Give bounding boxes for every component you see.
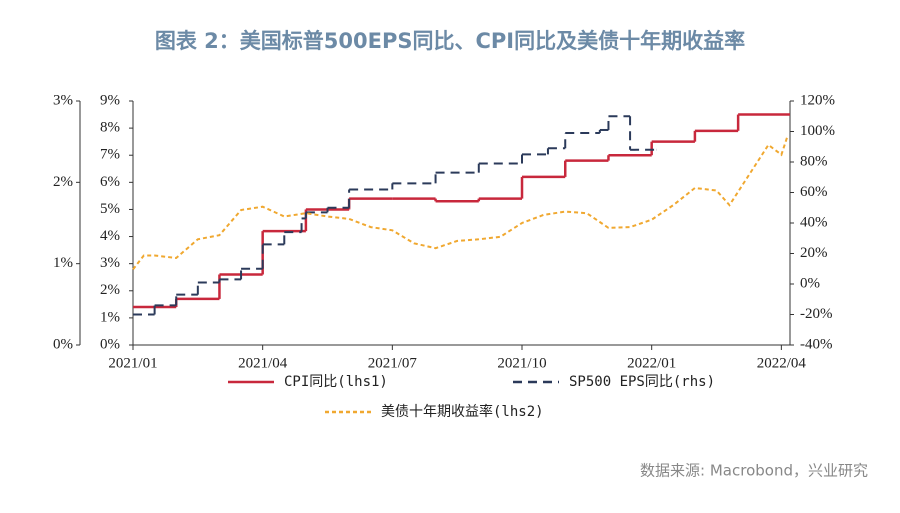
y3-tick-label: 3% — [53, 92, 73, 108]
x-tick-label: 2021/07 — [368, 355, 418, 371]
y2-tick-label: 80% — [800, 153, 828, 169]
series-line — [132, 134, 789, 271]
y2-tick-label: -40% — [800, 336, 833, 352]
y-tick-label: 5% — [100, 201, 120, 217]
y2-tick-label: 100% — [800, 123, 835, 139]
y3-tick-label: 2% — [53, 174, 73, 190]
y3-tick-label: 0% — [53, 336, 73, 352]
y-tick-label: 8% — [100, 120, 120, 136]
y-tick-label: 1% — [100, 309, 120, 325]
x-tick-label: 2021/04 — [238, 355, 288, 371]
y-tick-label: 0% — [100, 336, 120, 352]
y2-tick-label: 60% — [800, 184, 828, 200]
y2-tick-label: 40% — [800, 214, 828, 230]
x-tick-label: 2022/01 — [627, 355, 676, 371]
y-tick-label: 9% — [100, 92, 120, 108]
y2-tick-label: 0% — [800, 275, 820, 291]
x-tick-label: 2022/04 — [757, 355, 807, 371]
legend-label: CPI同比(lhs1) — [284, 374, 388, 390]
y-tick-label: 7% — [100, 147, 120, 163]
legend-label: SP500 EPS同比(rhs) — [569, 374, 715, 390]
source: 数据来源: Macrobond，兴业研究 — [640, 462, 868, 480]
y2-tick-label: -20% — [800, 306, 833, 322]
y-tick-label: 2% — [100, 282, 120, 298]
y2-tick-label: 20% — [800, 245, 828, 261]
y-tick-label: 4% — [100, 228, 120, 244]
y2-tick-label: 120% — [800, 92, 835, 108]
y3-tick-label: 1% — [53, 255, 73, 271]
x-tick-label: 2021/10 — [497, 355, 546, 371]
x-tick-label: 2021/01 — [108, 355, 157, 371]
chart-title: 图表 2：美国标普500EPS同比、CPI同比及美债十年期收益率 — [155, 29, 745, 53]
y-tick-label: 3% — [100, 255, 120, 271]
y-tick-label: 6% — [100, 174, 120, 190]
legend-label: 美债十年期收益率(lhs2) — [381, 403, 544, 420]
